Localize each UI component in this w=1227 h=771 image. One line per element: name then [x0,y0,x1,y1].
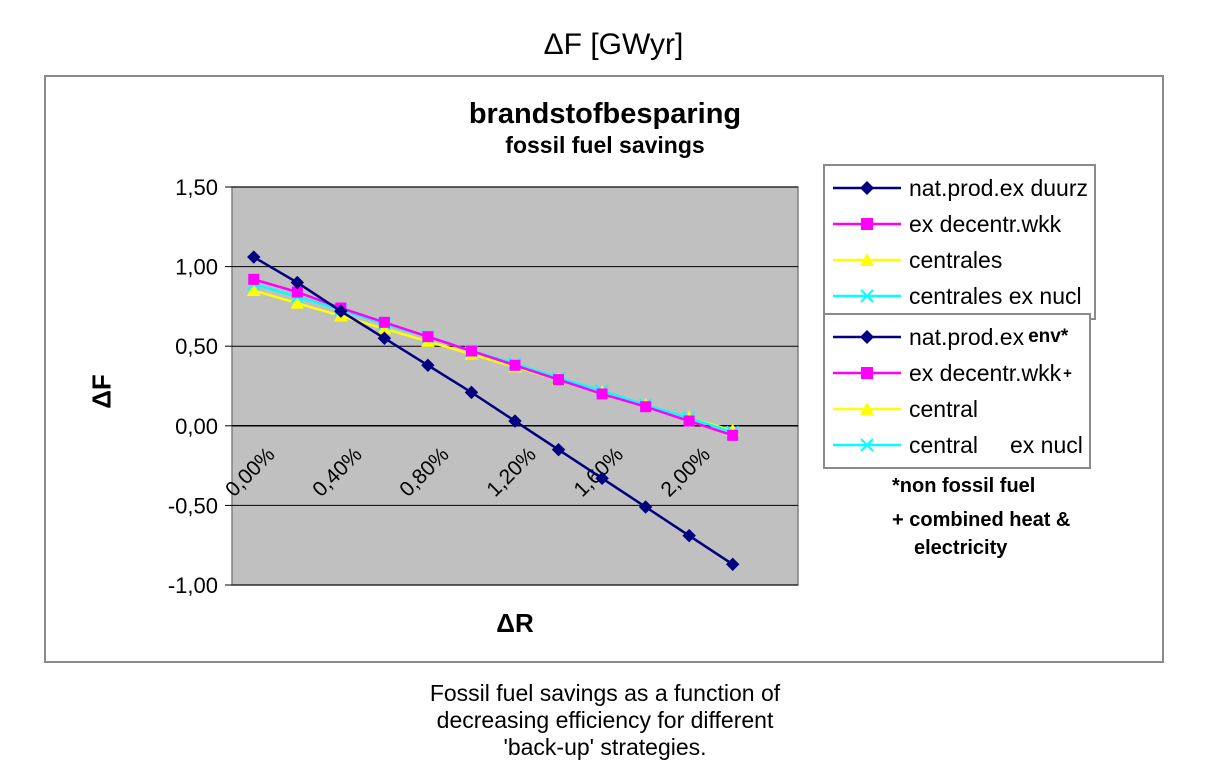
y-tick-label: -0,50 [168,493,218,518]
legend-label: ex decentr.wkk [909,210,1062,237]
data-point [465,345,477,357]
legend-marker [860,438,874,452]
legend-sample [833,218,901,230]
legend-sample [833,181,901,195]
data-point [246,283,261,296]
y-tick-label: 1,00 [175,255,218,280]
legend-sample [833,367,901,379]
data-point [378,316,390,328]
legend-marker [860,289,874,303]
data-point [683,415,695,427]
legend-entry: centrales [831,242,1088,278]
y-tick-label: 0,50 [175,334,218,359]
data-point [247,250,261,264]
legend-entry: central ex nucl [831,427,1083,463]
data-point [508,414,522,428]
top-title: ΔF [GWyr] [543,28,684,61]
legend-label: nat.prod.ex duurz [909,174,1089,201]
series-line [253,255,734,566]
data-point [682,528,696,543]
note-non-fossil: *non fossil fuel [892,475,1036,497]
data-point [334,304,348,318]
data-point [464,385,479,400]
legend-entry: central [831,391,1083,427]
legend-entry: ex decentr.wkk [831,206,1088,242]
y-tick-label: 0,00 [175,414,218,439]
x-axis-label: ΔR [496,608,534,638]
legend-label: centrales [909,246,1003,273]
legend-marker [860,181,874,195]
legend-entry: ex decentr.wkk + [831,355,1083,391]
data-point [377,331,392,345]
figure-caption: Fossil fuel savings as a function of dec… [429,680,781,760]
legend-label: nat.prod.ex [909,323,1025,350]
legend-entry: nat.prod.ex duurz [831,170,1088,206]
legend-group-1: nat.prod.ex duurz ex decentr.wkk centrales… [823,164,1097,320]
legend-label-superscript: + [1063,364,1072,382]
data-point [290,275,305,290]
legend-sample [833,330,901,344]
legend-label: central ex nucl [909,431,1083,458]
y-tick-label: -1,00 [168,573,218,598]
data-point [596,388,608,400]
legend-sample [833,438,901,452]
chart-subtitle: fossil fuel savings [505,132,705,158]
chart-title: brandstofbesparing [468,98,742,130]
data-point [638,500,653,514]
legend-label: centrales ex nucl [909,282,1082,309]
plot-area [231,186,799,586]
legend-marker [860,402,874,415]
y-tick-label: 1,50 [175,175,218,200]
data-point [248,273,260,285]
data-point [509,359,521,371]
data-point [551,442,566,457]
legend-sample [833,402,901,415]
legend-marker [860,330,874,344]
data-point [727,429,739,441]
data-point [725,557,740,572]
data-point [290,296,305,309]
data-point [595,471,609,486]
note-electricity: electricity [914,537,1008,559]
data-point [640,401,652,413]
data-point [422,331,434,343]
legend-entry: centrales ex nucl [831,278,1088,314]
legend-label: central [909,395,979,422]
legend-entry: nat.prod.ex env* [831,319,1083,355]
legend-group-2: nat.prod.ex env* ex decentr.wkk + central cen… [823,313,1091,469]
legend-marker [861,367,873,379]
legend-sample [833,253,901,266]
data-point [553,374,565,386]
legend-sample [833,289,901,303]
legend-marker [861,218,873,230]
legend-label: ex decentr.wkk [909,359,1062,386]
data-point [421,358,435,373]
legend-marker [860,253,874,266]
y-axis-label: ΔF [86,374,117,409]
legend-label-suffix: env* [1028,326,1069,347]
note-combined-heat: + combined heat & [892,509,1071,531]
